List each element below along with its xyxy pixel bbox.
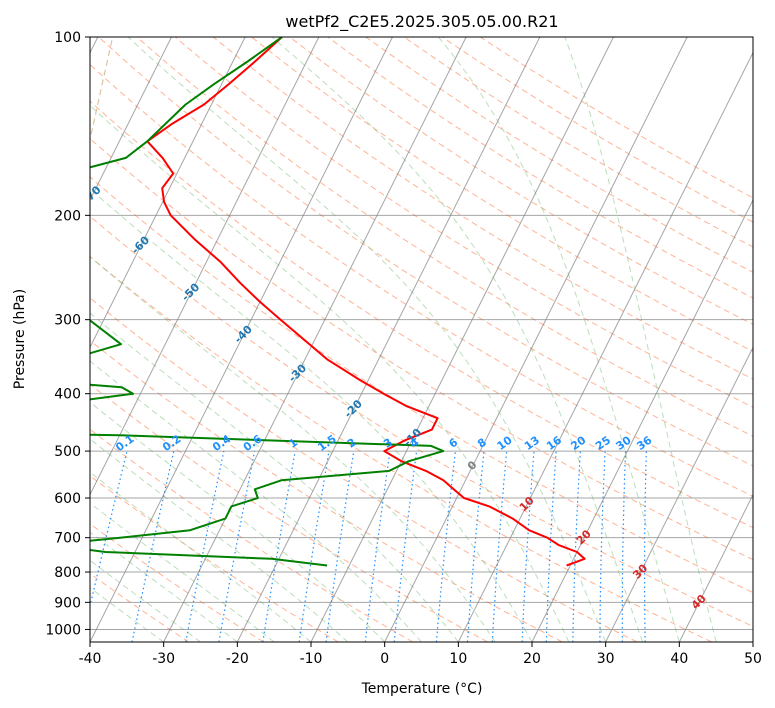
- x-tick-label: -40: [79, 651, 102, 667]
- moist-adiabats: [90, 37, 717, 642]
- x-tick-label: 20: [523, 651, 541, 667]
- temperature-line: [146, 37, 586, 567]
- moist-adiabat-line: [90, 256, 496, 642]
- plot-area: -100-90-80-70-60-50-40-30-20-10010203040…: [90, 37, 753, 642]
- dry-adiabat-line: [90, 215, 753, 628]
- moist-adiabat-line: [90, 104, 570, 642]
- dry-adiabat-line: [90, 475, 339, 642]
- x-tick-label: 40: [670, 651, 688, 667]
- mixing-ratio-line: [545, 451, 557, 642]
- mixing-ratio-line: [521, 451, 535, 642]
- y-tick-label: 200: [54, 208, 81, 224]
- mixing-ratio-line: [572, 451, 581, 642]
- dry-adiabat-line: [90, 383, 488, 642]
- y-tick-label: 600: [54, 491, 81, 507]
- plot-frame: [89, 36, 754, 643]
- mixing-ratio-line: [466, 451, 485, 642]
- moist-adiabat-line: [127, 37, 607, 642]
- dry-adiabat-line: [90, 100, 753, 529]
- y-tick-label: 400: [54, 387, 81, 403]
- moist-adiabat-line: [90, 360, 422, 642]
- dry-adiabat-line: [90, 176, 753, 594]
- moist-adiabat-line: [90, 438, 349, 642]
- chart-title: wetPf2_C2E5.2025.305.05.00.R21: [285, 12, 558, 32]
- x-axis-ticks: -40 -30 -20 -10 0 10 20 30 40 50: [79, 642, 762, 667]
- moist-adiabat-line: [271, 37, 643, 642]
- mixing-ratio-line: [435, 451, 456, 642]
- mixing-ratio-line: [644, 451, 647, 642]
- y-tick-label: 700: [54, 531, 81, 547]
- x-tick-label: 0: [380, 651, 389, 667]
- x-tick-label: -30: [152, 651, 175, 667]
- dry-adiabat-line: [251, 37, 753, 353]
- moist-adiabat-line: [90, 188, 533, 642]
- moist-adiabat-line: [90, 312, 459, 642]
- isobar-grid: [90, 37, 753, 630]
- mixing-ratio-line: [491, 451, 508, 642]
- moist-adiabat-line: [90, 471, 312, 642]
- x-tick-label: -10: [300, 651, 323, 667]
- mixing-ratio-line: [262, 450, 296, 642]
- y-tick-label: 100: [54, 30, 81, 46]
- dry-adiabat-line: [90, 63, 753, 497]
- mixing-ratio-line: [298, 450, 330, 642]
- dry-adiabat-line: [90, 297, 638, 642]
- dry-adiabat-line: [90, 572, 190, 642]
- y-tick-label: 1000: [45, 622, 81, 638]
- moist-adiabat-line: [564, 37, 717, 642]
- dry-adiabat-line: [90, 137, 753, 561]
- y-axis-ticks: 100 200 300 400 500 600 700 800 900 1000: [45, 30, 90, 638]
- moist-adiabat-line: [90, 531, 238, 642]
- mixing-ratio-line: [364, 451, 391, 642]
- x-tick-label: 30: [597, 651, 615, 667]
- mixing-ratio-line: [599, 451, 606, 642]
- isotherm-line: [90, 37, 246, 349]
- dry-adiabat-line: [98, 37, 753, 467]
- moist-adiabat-line: [90, 559, 201, 642]
- isotherm-line: [310, 37, 614, 642]
- x-tick-label: 50: [744, 651, 762, 667]
- dry-adiabat-line: [90, 339, 563, 642]
- isotherm-line: [163, 37, 467, 642]
- isotherm-line: [90, 37, 393, 642]
- isotherm-line: [605, 346, 753, 642]
- y-tick-label: 900: [54, 595, 81, 611]
- y-tick-label: 500: [54, 444, 81, 460]
- isotherm-grid: [90, 37, 753, 642]
- y-axis-title: Pressure (hPa): [12, 289, 28, 389]
- isotherm-line: [90, 37, 320, 496]
- isotherm-line: [531, 198, 753, 642]
- x-tick-label: 10: [449, 651, 467, 667]
- x-axis-title: Temperature (°C): [361, 681, 483, 697]
- dewpoint-line: [90, 37, 445, 567]
- isotherm-line: [457, 51, 753, 642]
- isotherm-line: [384, 37, 688, 642]
- dry-adiabat-line: [212, 37, 753, 380]
- mixing-ratio-lines: [90, 450, 647, 642]
- isotherm-line: [678, 493, 753, 642]
- moist-adiabat-line: [90, 401, 386, 642]
- mixing-ratio-line: [621, 451, 627, 642]
- mixing-ratio-line: [185, 450, 225, 642]
- dry-adiabat-line: [90, 255, 712, 642]
- y-tick-label: 300: [54, 313, 81, 329]
- isotherm-line: [236, 37, 541, 642]
- sounding-series: [90, 37, 586, 567]
- mixing-ratio-line: [325, 451, 355, 642]
- moist-adiabat-line: [90, 587, 164, 642]
- y-tick-label: 800: [54, 565, 81, 581]
- x-tick-label: -20: [226, 651, 249, 667]
- moist-adiabat-line: [438, 37, 680, 642]
- isotherm-line: [90, 37, 172, 202]
- mixing-ratio-line: [218, 450, 256, 642]
